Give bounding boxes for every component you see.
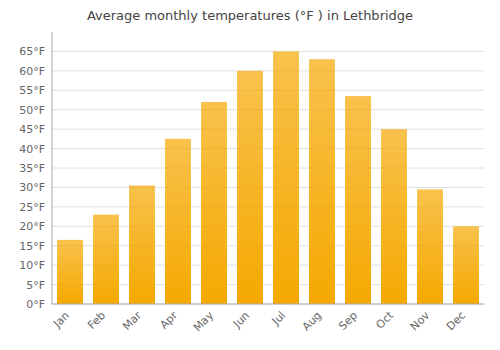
bar — [237, 71, 263, 304]
x-tick-label: Jun — [230, 309, 252, 331]
y-axis-line — [52, 32, 53, 304]
bar — [417, 189, 443, 304]
grid-line — [52, 168, 484, 169]
y-tick-label: 15°F — [19, 240, 45, 253]
y-tick-label: 45°F — [19, 123, 45, 136]
x-tick-label: Jan — [50, 309, 72, 331]
y-tick-label: 60°F — [19, 65, 45, 78]
bar — [57, 240, 83, 304]
bar — [165, 139, 191, 304]
grid-line — [52, 109, 484, 110]
x-tick-label: Apr — [157, 309, 180, 332]
grid-line — [52, 187, 484, 188]
x-tick-label: Aug — [300, 309, 324, 333]
x-axis: Jan Feb Mar Apr May Jun Jul Aug Sep Oct Nov Dec — [50, 308, 468, 334]
y-tick-label: 10°F — [19, 259, 45, 272]
bar — [273, 51, 299, 304]
chart: Average monthly temperatures (°F ) in Le… — [0, 0, 500, 350]
bar — [309, 59, 335, 304]
x-tick-label: Dec — [444, 309, 468, 333]
bar — [93, 215, 119, 304]
bar — [381, 129, 407, 304]
y-tick-label: 5°F — [26, 279, 45, 292]
y-tick-label: 0°F — [26, 298, 45, 311]
y-tick-label: 25°F — [19, 201, 45, 214]
x-axis-line — [52, 304, 484, 305]
grid-line — [52, 304, 484, 305]
bar — [129, 185, 155, 304]
x-tick-label: Mar — [120, 309, 144, 333]
bars — [57, 51, 479, 304]
y-tick-label: 40°F — [19, 143, 45, 156]
bar — [345, 96, 371, 304]
y-axis: 0°F 5°F 10°F 15°F 20°F 25°F 30°F 35°F 40°F 45°F 50… — [19, 45, 45, 311]
y-tick-label: 35°F — [19, 162, 45, 175]
x-tick-label: Sep — [336, 309, 360, 333]
grid-line — [52, 70, 484, 71]
y-tick-label: 20°F — [19, 220, 45, 233]
grid — [52, 51, 484, 304]
x-tick-label: Nov — [408, 309, 433, 334]
x-tick-label: Oct — [373, 308, 396, 331]
x-tick-label: Jul — [269, 309, 288, 328]
title: Average monthly temperatures (°F ) in Le… — [87, 8, 413, 23]
bar — [453, 226, 479, 304]
bar — [201, 102, 227, 304]
grid-line — [52, 90, 484, 91]
y-tick-label: 55°F — [19, 84, 45, 97]
y-tick-label: 30°F — [19, 181, 45, 194]
grid-line — [52, 129, 484, 130]
x-tick-label: May — [191, 309, 217, 335]
y-tick-label: 50°F — [19, 104, 45, 117]
y-tick-label: 65°F — [19, 45, 45, 58]
grid-line — [52, 51, 484, 52]
grid-line — [52, 148, 484, 149]
x-tick-label: Feb — [85, 309, 108, 332]
